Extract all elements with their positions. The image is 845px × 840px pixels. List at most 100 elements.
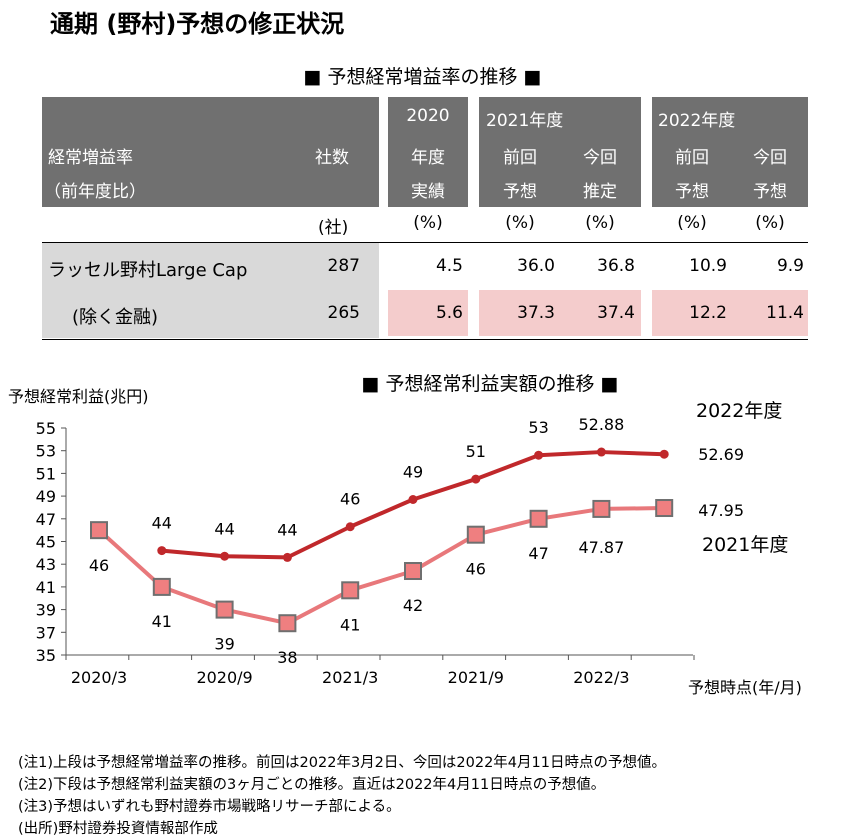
data-label-2021: 41 [340, 615, 360, 634]
data-label-2022: 53 [528, 418, 548, 437]
col-header-fy2022: 2022年度 [658, 111, 736, 131]
page-title: 通期 (野村)予想の修正状況 [50, 10, 345, 38]
series-name-2022: 2022年度 [696, 400, 782, 422]
highlight-fy2020 [388, 290, 468, 336]
table-cell-fy2021-curr: 36.8 [597, 256, 635, 276]
highlight-fy2021 [479, 290, 641, 336]
y-tick-label: 39 [36, 601, 56, 620]
unit-fy2021-curr: (%) [585, 213, 615, 233]
y-tick-label: 35 [36, 646, 56, 665]
data-label-2022: 49 [403, 463, 423, 482]
col-header-fy2020-sub: 年度 [411, 148, 445, 168]
series-marker-2021 [466, 525, 485, 544]
series-marker-2021 [90, 521, 108, 540]
header-block-fy2021 [479, 97, 641, 207]
series-marker-2021 [655, 499, 674, 518]
series-marker-2021 [529, 509, 548, 528]
data-label-2021: 47.87 [578, 538, 624, 557]
unit-fy2021-prev: (%) [505, 213, 535, 233]
series-point-2022 [471, 474, 481, 484]
y-tick-label: 45 [36, 533, 56, 552]
table-cell-fy2021-curr: 37.4 [597, 303, 635, 323]
series-line-2021 [97, 506, 665, 626]
table-cell-fy2022-curr: 9.9 [776, 256, 804, 276]
table-cell-fy2022-curr: 11.4 [766, 303, 804, 323]
data-label-2021: 39 [214, 635, 234, 654]
table-rule-top [42, 242, 808, 243]
row-label-background [42, 243, 379, 338]
earnings-line-chart: ■ 予想経常利益実額の推移 ■ 予想経常利益(兆円) 予想時点(年/月) 353… [8, 373, 802, 697]
header-block-fy2022 [652, 97, 808, 207]
y-tick-label: 43 [36, 555, 56, 574]
series-marker-2021 [592, 499, 611, 518]
table-cell-fy2020: 5.6 [435, 303, 463, 323]
data-label-2022: 44 [214, 519, 234, 538]
series-name-2021: 2021年度 [702, 534, 788, 556]
col-header-fy2020-year: 2020 [406, 106, 450, 126]
series-point-2022 [534, 450, 544, 460]
col-header-fy2022-curr-sub: 予想 [753, 182, 787, 202]
note-3: (注3)予想はいずれも野村證券市場戦略リサーチ部による。 [18, 799, 401, 815]
col-header-fy2021: 2021年度 [486, 111, 564, 131]
series-point-2022 [157, 546, 167, 556]
series-marker-2021 [215, 600, 234, 619]
col-header-fy2020-actual: 実績 [411, 182, 445, 202]
unit-fy2022-curr: (%) [755, 213, 785, 233]
chart-axes: 35 37 39 41 43 45 47 49 51 53 55 2020/3 2020/9 2021/3… [36, 419, 695, 687]
table-cell-fy2021-prev: 37.3 [517, 303, 555, 323]
data-label-2021: 46 [466, 560, 486, 579]
col-header-fy2021-curr: 今回 [583, 148, 617, 168]
data-label-2021: 47 [528, 544, 548, 563]
chart-data-labels: 44 44 44 46 49 51 53 52.88 52.69 46 41 39 38 41 42 46 47… [89, 400, 789, 667]
y-tick-label: 49 [36, 487, 56, 506]
y-tick-label: 37 [36, 623, 56, 642]
x-tick-label: 2020/3 [71, 668, 127, 687]
data-label-2021: 42 [403, 596, 423, 615]
table-cell-count: 265 [327, 303, 360, 323]
table-cell-fy2022-prev: 10.9 [689, 256, 727, 276]
col-header-fy2021-prev: 前回 [503, 148, 537, 168]
y-tick-label: 41 [36, 578, 56, 597]
row-header-label: 経常増益率 [48, 148, 133, 168]
data-label-2021: 47.95 [698, 501, 744, 520]
y-tick-label: 53 [36, 442, 56, 461]
col-header-fy2022-prev-sub: 予想 [675, 182, 709, 202]
series-point-2022 [345, 522, 355, 532]
series-marker-2021 [278, 614, 297, 633]
data-label-2022: 44 [152, 514, 172, 533]
note-1: (注1)上段は予想経常増益率の推移。前回は2022年3月2日、今回は2022年4… [18, 755, 666, 771]
series-marker-2021 [341, 581, 360, 600]
table-rule-bottom [42, 339, 808, 340]
col-header-fy2022-curr: 今回 [753, 148, 787, 168]
x-tick-label: 2021/9 [448, 668, 504, 687]
unit-count: (社) [318, 218, 349, 238]
unit-fy2022-prev: (%) [677, 213, 707, 233]
x-tick-label: 2020/9 [196, 668, 252, 687]
series-point-2022 [659, 449, 669, 459]
highlight-fy2022 [652, 290, 808, 336]
header-block-main [42, 97, 379, 207]
table-row-label: (除く金融) [72, 307, 159, 328]
data-label-2022: 52.88 [578, 415, 624, 434]
series-point-2022 [282, 552, 292, 562]
note-2: (注2)下段は予想経常利益実額の3ヶ月ごとの推移。直近は2022年4月11日時点… [18, 777, 606, 793]
header-block-fy2020 [388, 97, 468, 207]
y-tick-label: 47 [36, 510, 56, 529]
col-header-count: 社数 [315, 148, 349, 168]
series-point-2022 [220, 551, 230, 561]
col-header-fy2021-curr-sub: 推定 [583, 182, 617, 202]
series-marker-2021 [152, 577, 171, 596]
row-header-sublabel: （前年度比） [44, 182, 146, 202]
series-point-2022 [408, 495, 418, 505]
x-tick-label: 2021/3 [322, 668, 378, 687]
data-label-2022: 46 [340, 490, 360, 509]
data-label-2022: 44 [277, 520, 297, 539]
y-axis-label: 予想経常利益(兆円) [8, 387, 149, 406]
table-heading: ■ 予想経常増益率の推移 ■ [303, 66, 542, 88]
data-label-2021: 41 [152, 612, 172, 631]
data-label-2022: 51 [466, 442, 486, 461]
y-tick-label: 55 [36, 419, 56, 438]
y-tick-label: 51 [36, 464, 56, 483]
chart-title: ■ 予想経常利益実額の推移 ■ [362, 373, 619, 395]
table-cell-fy2022-prev: 12.2 [689, 303, 727, 323]
